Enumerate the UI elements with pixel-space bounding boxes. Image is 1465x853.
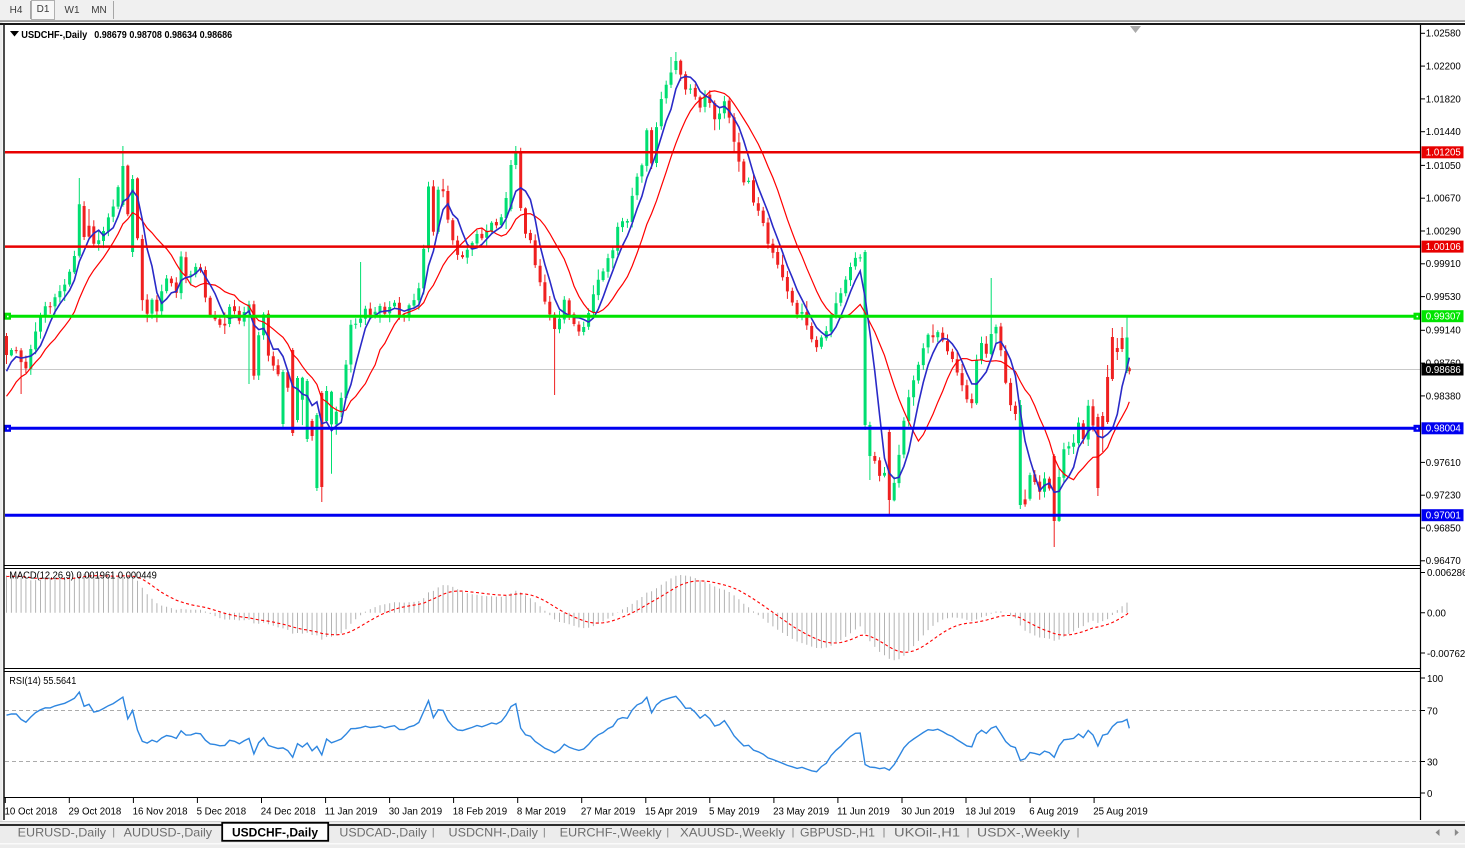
- svg-text:10 Oct 2018: 10 Oct 2018: [5, 807, 58, 818]
- svg-text:0.98380: 0.98380: [1426, 391, 1462, 402]
- svg-text:EURUSD-,Daily: EURUSD-,Daily: [18, 826, 106, 840]
- svg-text:0.99307: 0.99307: [1426, 312, 1461, 323]
- svg-text:USDX-,Weekly: USDX-,Weekly: [977, 826, 1070, 840]
- svg-text:1.02200: 1.02200: [1426, 62, 1462, 73]
- svg-text:1.01050: 1.01050: [1426, 161, 1462, 172]
- svg-text:0.98004: 0.98004: [1426, 424, 1462, 435]
- svg-text:0: 0: [1427, 789, 1433, 800]
- svg-text:XAUUSD-,Weekly: XAUUSD-,Weekly: [680, 826, 785, 840]
- svg-text:1.01820: 1.01820: [1426, 94, 1462, 105]
- svg-text:29 Oct 2018: 29 Oct 2018: [69, 807, 122, 818]
- svg-text:MACD(12,26,9) 0.001961 0.00044: MACD(12,26,9) 0.001961 0.000449: [9, 570, 157, 581]
- svg-text:23 May 2019: 23 May 2019: [773, 807, 829, 818]
- svg-text:18 Jul 2019: 18 Jul 2019: [965, 807, 1015, 818]
- svg-text:1.01205: 1.01205: [1426, 148, 1461, 159]
- svg-text:25 Aug 2019: 25 Aug 2019: [1093, 807, 1147, 818]
- svg-text:5 May 2019: 5 May 2019: [709, 807, 760, 818]
- svg-text:11 Jan 2019: 11 Jan 2019: [325, 807, 378, 818]
- svg-text:70: 70: [1427, 706, 1438, 717]
- svg-text:0.99910: 0.99910: [1426, 259, 1462, 270]
- svg-text:8 Mar 2019: 8 Mar 2019: [517, 807, 566, 818]
- svg-text:1.00290: 1.00290: [1426, 226, 1462, 237]
- svg-text:0.97230: 0.97230: [1426, 491, 1462, 502]
- svg-text:0.98679 0.98708 0.98634 0.9868: 0.98679 0.98708 0.98634 0.98686: [94, 29, 232, 41]
- svg-text:16 Nov 2018: 16 Nov 2018: [133, 807, 188, 818]
- svg-text:6 Aug 2019: 6 Aug 2019: [1029, 807, 1078, 818]
- svg-text:0.97610: 0.97610: [1426, 458, 1462, 469]
- svg-text:USDCHF-,Daily: USDCHF-,Daily: [21, 29, 87, 41]
- svg-text:30 Jan 2019: 30 Jan 2019: [389, 807, 442, 818]
- svg-text:100: 100: [1427, 674, 1444, 685]
- svg-text:0.99530: 0.99530: [1426, 292, 1462, 303]
- svg-text:0.98686: 0.98686: [1426, 365, 1461, 376]
- svg-text:5 Dec 2018: 5 Dec 2018: [197, 807, 247, 818]
- svg-text:1.02580: 1.02580: [1426, 29, 1462, 40]
- svg-text:1.00670: 1.00670: [1426, 194, 1462, 205]
- svg-text:27 Mar 2019: 27 Mar 2019: [581, 807, 635, 818]
- svg-text:USDCAD-,Daily: USDCAD-,Daily: [339, 826, 426, 840]
- svg-text:1.00106: 1.00106: [1426, 242, 1461, 253]
- svg-text:18 Feb 2019: 18 Feb 2019: [453, 807, 507, 818]
- svg-text:0.99140: 0.99140: [1426, 326, 1462, 337]
- svg-text:EURCHF-,Weekly: EURCHF-,Weekly: [560, 826, 662, 840]
- svg-text:0.96470: 0.96470: [1426, 556, 1462, 567]
- svg-text:AUDUSD-,Daily: AUDUSD-,Daily: [124, 826, 212, 840]
- svg-text:30 Jun 2019: 30 Jun 2019: [901, 807, 954, 818]
- svg-text:UKOil-,H1: UKOil-,H1: [894, 826, 960, 840]
- svg-text:0.96850: 0.96850: [1426, 523, 1462, 534]
- svg-text:24 Dec 2018: 24 Dec 2018: [261, 807, 316, 818]
- svg-text:30: 30: [1427, 757, 1438, 768]
- svg-text:-0.00762: -0.00762: [1427, 649, 1465, 660]
- svg-text:0.00: 0.00: [1427, 609, 1446, 620]
- svg-text:1.01440: 1.01440: [1426, 127, 1462, 138]
- svg-text:0.006286: 0.006286: [1427, 568, 1465, 579]
- svg-text:15 Apr 2019: 15 Apr 2019: [645, 807, 697, 818]
- svg-text:RSI(14) 55.5641: RSI(14) 55.5641: [9, 676, 76, 687]
- svg-text:11 Jun 2019: 11 Jun 2019: [837, 807, 890, 818]
- svg-text:GBPUSD-,H1: GBPUSD-,H1: [800, 826, 875, 840]
- svg-text:0.97001: 0.97001: [1426, 511, 1461, 522]
- svg-text:USDCNH-,Daily: USDCNH-,Daily: [449, 826, 538, 840]
- svg-text:USDCHF-,Daily: USDCHF-,Daily: [232, 826, 318, 840]
